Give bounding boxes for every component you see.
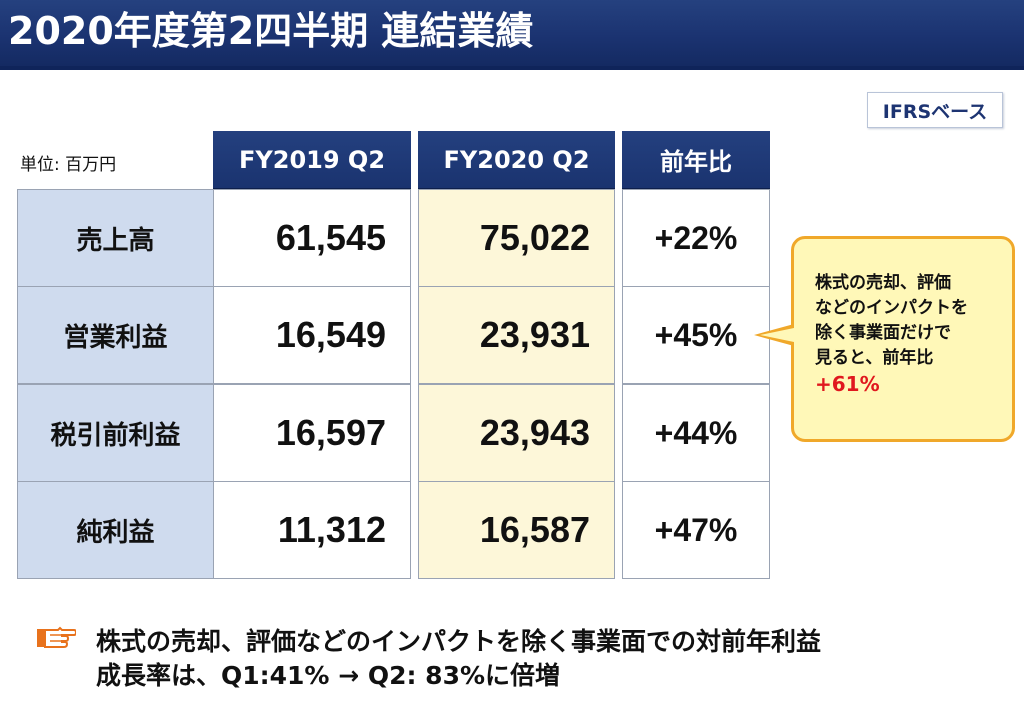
page-title: 2020年度第2四半期 連結業績: [8, 9, 534, 53]
cell-revenue-yoy: +22%: [622, 189, 770, 287]
row-label-revenue: 売上高: [17, 189, 214, 287]
note-line-2: 成長率は、Q1:41% → Q2: 83%に倍増: [96, 661, 561, 690]
note-line-1: 株式の売却、評価などのインパクトを除く事業面での対前年利益: [96, 627, 822, 656]
cell-pretax-profit-fy2019: 16,597: [213, 384, 411, 482]
cell-operating-profit-yoy: +45%: [622, 286, 770, 384]
cell-pretax-profit-fy2020: 23,943: [418, 384, 615, 482]
cell-net-profit-fy2020: 16,587: [418, 481, 615, 579]
cell-pretax-profit-yoy: +44%: [622, 384, 770, 482]
unit-label: 単位: 百万円: [20, 155, 117, 175]
callout-line: 株式の売却、評価: [815, 273, 951, 293]
column-header-fy2019: FY2019 Q2: [213, 131, 411, 188]
callout-pointer-fill: [760, 328, 794, 342]
cell-net-profit-yoy: +47%: [622, 481, 770, 579]
title-underline: [0, 66, 1024, 70]
callout-line: 見ると、前年比: [815, 348, 934, 368]
callout-line: 除く事業面だけで: [815, 323, 951, 343]
row-label-operating-profit: 営業利益: [17, 286, 214, 384]
cell-operating-profit-fy2020: 23,931: [418, 286, 615, 384]
row-label-pretax-profit: 税引前利益: [17, 384, 214, 482]
callout-highlight-value: +61%: [815, 372, 880, 396]
cell-revenue-fy2019: 61,545: [213, 189, 411, 287]
cell-net-profit-fy2019: 11,312: [213, 481, 411, 579]
callout-box: 株式の売却、評価 などのインパクトを 除く事業面だけで 見ると、前年比 +61%: [791, 236, 1015, 442]
title-bar: 2020年度第2四半期 連結業績: [0, 0, 1024, 70]
column-header-yoy: 前年比: [622, 131, 770, 188]
cell-revenue-fy2020: 75,022: [418, 189, 615, 287]
pointing-hand-icon: [37, 626, 76, 648]
column-header-fy2020: FY2020 Q2: [418, 131, 615, 188]
ifrs-badge: IFRSベース: [867, 92, 1003, 128]
row-label-net-profit: 純利益: [17, 481, 214, 579]
cell-operating-profit-fy2019: 16,549: [213, 286, 411, 384]
callout-line: などのインパクトを: [815, 298, 968, 318]
